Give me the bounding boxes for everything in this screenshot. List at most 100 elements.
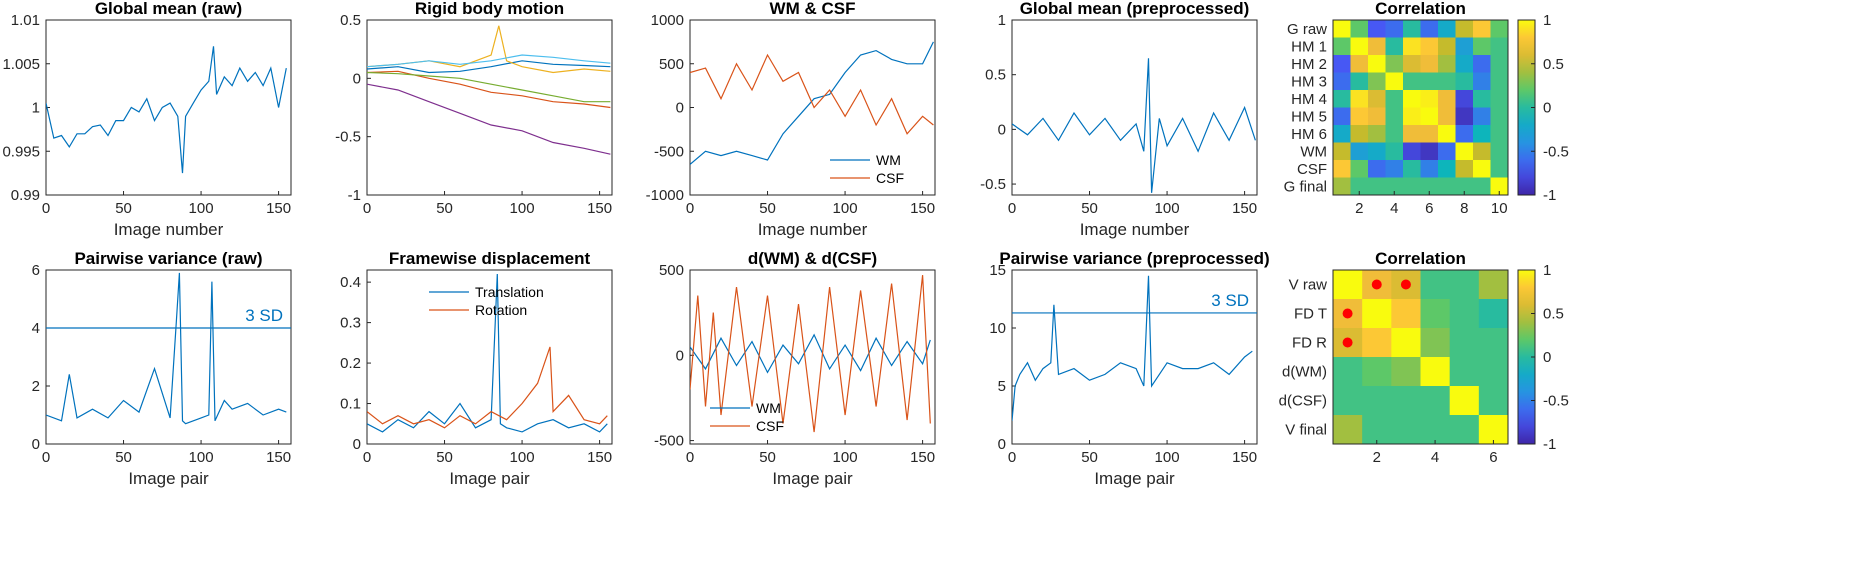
x-tick-label: 50 [436, 449, 453, 466]
threshold-label: 3 SD [1211, 291, 1249, 310]
heatmap-cell [1385, 142, 1404, 161]
x-tick-label: 0 [1008, 200, 1016, 217]
significance-marker [1400, 279, 1411, 290]
heatmap-cell [1333, 415, 1363, 445]
threshold-label: 3 SD [245, 306, 283, 325]
heatmap-cell [1420, 72, 1439, 91]
heatmap-cell [1403, 55, 1421, 73]
heatmap-cell [1455, 160, 1474, 178]
y-tick-label: 1.005 [2, 56, 40, 73]
heatmap-cell [1420, 328, 1451, 358]
heatmap-cell [1333, 357, 1363, 387]
heatmap-cell [1420, 160, 1439, 178]
heatmap-cell [1350, 125, 1369, 143]
heatmap-row-label: G raw [1287, 21, 1327, 38]
heatmap-cell [1333, 160, 1351, 178]
heatmap-row-label: HM 6 [1291, 126, 1327, 143]
y-tick-label: 0.5 [985, 67, 1006, 84]
heatmap-row-label: HM 5 [1291, 108, 1327, 125]
heatmap-cell [1420, 107, 1439, 126]
heatmap-cell [1455, 125, 1474, 143]
heatmap-cell [1455, 107, 1474, 126]
heatmap-cell [1438, 107, 1456, 126]
panel-8: Pairwise variance (preprocessed)0 50 100 15… [989, 249, 1269, 488]
heatmap-cell [1362, 299, 1392, 329]
heatmap-cell [1420, 55, 1439, 73]
heatmap-cell [1455, 177, 1474, 196]
heatmap-row-label: CSF [1297, 161, 1327, 178]
heatmap-cell [1438, 160, 1456, 178]
heatmap-cell [1449, 328, 1480, 358]
x-tick-label: 0 [686, 449, 694, 466]
x-axis-label: Image pair [1094, 469, 1175, 488]
heatmap-cell [1385, 90, 1404, 108]
y-tick-label: -500 [654, 433, 684, 450]
heatmap-cell [1385, 107, 1404, 126]
x-tick-label: 2 [1355, 200, 1363, 217]
significance-marker [1371, 279, 1382, 290]
heatmap-cell [1473, 72, 1491, 91]
heatmap-cell [1403, 142, 1421, 161]
series-group [1012, 275, 1257, 421]
colorbar-tick-label: -1 [1543, 187, 1556, 204]
heatmap-cell [1403, 107, 1421, 126]
colorbar-tick-label: 0.5 [1543, 306, 1564, 323]
heatmap-cell [1438, 37, 1456, 56]
heatmap-cell [1438, 142, 1456, 161]
x-tick-label: 0 [42, 449, 50, 466]
x-tick-label: 150 [910, 449, 935, 466]
heatmap-cell [1420, 299, 1451, 329]
x-tick-label: 150 [266, 449, 291, 466]
x-tick-label: 8 [1460, 200, 1468, 217]
heatmap-cell [1362, 328, 1392, 358]
y-tick-label: 0 [32, 436, 40, 453]
heatmap-cell [1478, 328, 1509, 358]
x-tick-label: 4 [1431, 449, 1439, 466]
heatmap-row-label: HM 3 [1291, 73, 1327, 90]
heatmap-cell [1385, 160, 1404, 178]
y-tick-label: 6 [32, 262, 40, 279]
heatmap-cell [1333, 90, 1351, 108]
heatmap-cell [1391, 415, 1421, 445]
y-tick-label: 500 [659, 56, 684, 73]
heatmap-cell [1403, 90, 1421, 108]
heatmap-cell [1438, 125, 1456, 143]
colorbar-tick-label: 0.5 [1543, 56, 1564, 73]
y-tick-label: -500 [654, 143, 684, 160]
heatmap-cell [1333, 55, 1351, 73]
heatmap-cell [1350, 37, 1369, 56]
x-tick-label: 0 [363, 200, 371, 217]
heatmap-cell [1478, 357, 1509, 387]
x-tick-label: 150 [910, 200, 935, 217]
heatmap-row-label: WM [1300, 143, 1327, 160]
y-tick-label: 1.01 [11, 12, 40, 29]
heatmap-cell [1403, 160, 1421, 178]
panel-title: Rigid body motion [415, 0, 564, 18]
x-tick-label: 150 [587, 449, 612, 466]
heatmap-cell [1368, 125, 1386, 143]
x-tick-label: 100 [1155, 200, 1180, 217]
legend: WM CSF [710, 400, 784, 434]
heatmap-cell [1362, 415, 1392, 445]
heatmap-cell [1473, 177, 1491, 196]
heatmap-border [1332, 19, 1509, 196]
colorbar-tick-label: 0 [1543, 349, 1551, 366]
series-line-1 [690, 41, 934, 165]
y-tick-label: 2 [32, 378, 40, 395]
colorbar-tick-label: -0.5 [1543, 143, 1569, 160]
x-tick-label: 100 [1155, 449, 1180, 466]
heatmap-cell [1350, 177, 1369, 196]
heatmap-row-label: FD R [1292, 335, 1327, 352]
y-tick-label: 0.1 [340, 396, 361, 413]
series-line-1 [367, 60, 611, 74]
heatmap-cell [1403, 37, 1421, 56]
colorbar-tick-label: 1 [1543, 12, 1551, 29]
y-tick-label: 0 [676, 347, 684, 364]
heatmap-cell [1350, 20, 1369, 38]
x-axis-label: Image number [1080, 220, 1190, 239]
heatmap-cell [1391, 357, 1421, 387]
y-tick-label: 10 [989, 320, 1006, 337]
heatmap-cell [1333, 386, 1363, 416]
heatmap-cell [1385, 72, 1404, 91]
